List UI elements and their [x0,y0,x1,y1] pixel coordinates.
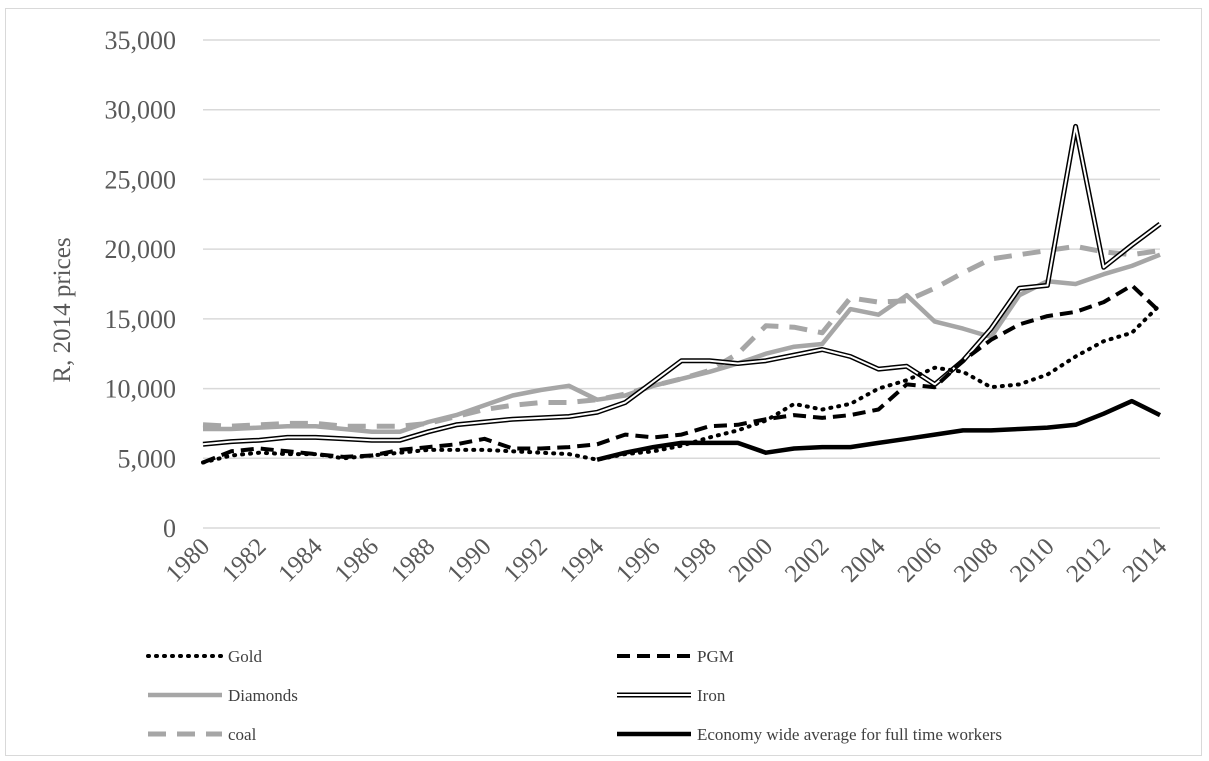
x-tick-label: 1988 [386,533,440,587]
y-tick-label: 25,000 [105,165,177,194]
x-tick-label: 1996 [611,533,665,587]
legend-label-gold: Gold [228,647,263,666]
x-tick-label: 2008 [949,533,1003,587]
x-tick-label: 1986 [330,533,384,587]
legend-entry-iron: Iron [617,686,726,705]
series-line-diamonds [203,252,1161,435]
legend-label-pgm: PGM [697,647,734,666]
y-tick-label: 5,000 [118,444,177,473]
y-tick-label: 35,000 [105,26,177,55]
y-axis-ticks: 0 5,000 10,000 15,000 20,000 25,000 30,000 35,0… [105,26,177,543]
legend-entry-economy-wide-average-for-full-time-workers: Economy wide average for full time worke… [617,725,1002,744]
y-tick-label: 15,000 [105,305,177,334]
x-tick-label: 2000 [724,533,778,587]
x-tick-label: 1984 [273,533,328,588]
x-tick-label: 2014 [1118,533,1173,588]
series-line-gold [201,302,1162,465]
y-axis-title: R, 2014 prices [49,237,76,382]
legend-entry-diamonds: Diamonds [148,686,298,705]
legend-label-economy-wide-average-for-full-time-workers: Economy wide average for full time worke… [697,725,1002,744]
series-line-pgm [202,283,1162,465]
legend-label-iron: Iron [697,686,726,705]
legend-entry-coal: coal [148,725,257,744]
x-tick-label: 2004 [836,533,891,588]
series-line-iron [202,123,1162,447]
legend-label-coal: coal [228,725,257,744]
x-tick-label: 1992 [499,533,553,587]
legend-entry-pgm: PGM [617,647,734,666]
chart-frame [5,8,1202,756]
legend-entry-gold: Gold [146,647,263,666]
x-axis-ticks: 1980 1982 1984 1986 1988 1990 1992 1994 1996 1998… [161,533,1173,588]
legend: Gold PGM Diamonds Iron coal Economy wide aver… [146,647,1002,744]
legend-label-diamonds: Diamonds [228,686,298,705]
series-lines [201,123,1162,465]
series-line-iron-inner [202,125,1161,446]
x-tick-label: 2002 [780,533,834,587]
x-tick-label: 1990 [442,533,496,587]
x-tick-label: 2012 [1062,533,1116,587]
x-tick-label: 1994 [555,533,610,588]
x-tick-label: 1982 [217,533,271,587]
series-line-coal [202,243,1161,429]
y-tick-label: 30,000 [105,96,177,125]
series-line-economy-wide-average-for-full-time-workers [596,398,1162,462]
y-tick-label: 10,000 [105,375,177,404]
y-tick-label: 0 [163,514,176,543]
x-tick-label: 2010 [1005,533,1059,587]
x-tick-label: 2006 [893,533,947,587]
y-tick-label: 20,000 [105,235,177,264]
x-tick-label: 1998 [667,533,721,587]
